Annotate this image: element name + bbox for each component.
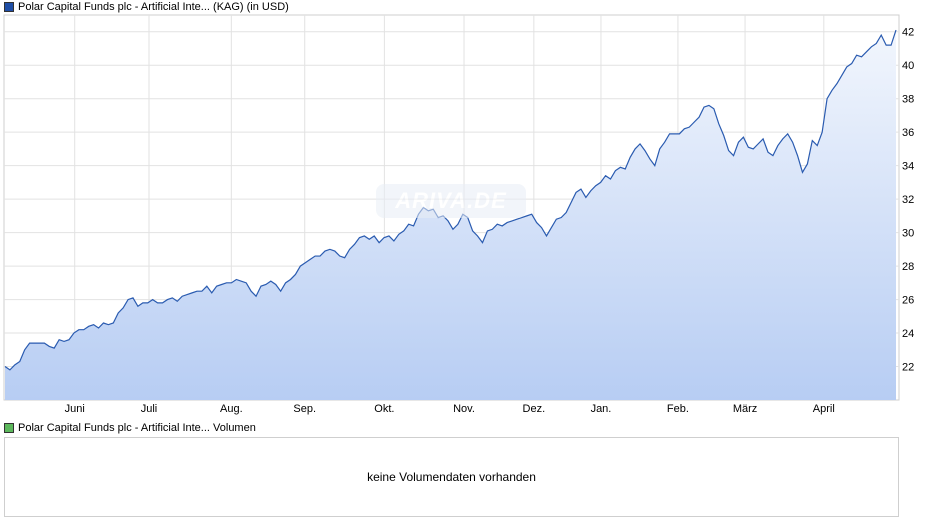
y-tick-label: 38 (902, 94, 914, 106)
x-tick-label: April (813, 403, 835, 415)
x-tick-label: Jan. (591, 403, 612, 415)
price-legend-label: Polar Capital Funds plc - Artificial Int… (18, 1, 289, 13)
x-tick-label: März (733, 403, 757, 415)
y-tick-label: 34 (902, 161, 914, 173)
x-tick-label: Okt. (374, 403, 394, 415)
y-tick-label: 40 (902, 60, 914, 72)
y-tick-label: 28 (902, 261, 914, 273)
y-tick-label: 22 (902, 362, 914, 374)
x-tick-label: Nov. (453, 403, 475, 415)
x-axis: Juni Juli Aug. Sep. Okt. Nov. Dez. Jan. Feb. März… (65, 403, 835, 415)
y-tick-label: 36 (902, 127, 914, 139)
x-tick-label: Sep. (293, 403, 316, 415)
y-tick-label: 26 (902, 295, 914, 307)
price-area (5, 30, 896, 400)
volume-empty-message: keine Volumendaten vorhanden (367, 470, 536, 484)
price-line (4, 29, 897, 371)
x-tick-label: Juni (65, 403, 85, 415)
volume-panel: keine Volumendaten vorhanden (4, 437, 899, 517)
y-tick-label: 32 (902, 194, 914, 206)
x-tick-label: Aug. (220, 403, 243, 415)
x-tick-label: Juli (141, 403, 158, 415)
watermark-logo: ARIVA.DE (376, 184, 526, 218)
y-tick-label: 42 (902, 27, 914, 39)
x-tick-label: Feb. (667, 403, 689, 415)
y-axis: 22 24 26 28 30 32 34 36 38 40 42 (902, 27, 914, 374)
y-tick-label: 24 (902, 328, 914, 340)
price-legend-swatch (4, 2, 14, 12)
x-tick-label: Dez. (523, 403, 546, 415)
volume-legend-label: Polar Capital Funds plc - Artificial Int… (18, 422, 256, 434)
price-chart: 22 24 26 28 30 32 34 36 38 40 42 Juni Juli Aug. Sep. O… (3, 14, 914, 415)
y-tick-label: 30 (902, 228, 914, 240)
price-legend: Polar Capital Funds plc - Artificial Int… (4, 0, 289, 14)
volume-legend-swatch (4, 423, 14, 433)
volume-legend: Polar Capital Funds plc - Artificial Int… (4, 421, 256, 435)
